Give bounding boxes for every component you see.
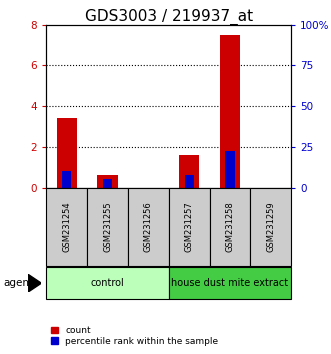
Text: GSM231255: GSM231255 <box>103 201 112 252</box>
Bar <box>225 151 235 188</box>
Legend: count, percentile rank within the sample: count, percentile rank within the sample <box>51 326 218 346</box>
Text: house dust mite extract: house dust mite extract <box>171 278 289 288</box>
Bar <box>128 188 169 266</box>
Bar <box>220 35 240 188</box>
Bar <box>87 188 128 266</box>
Bar <box>46 267 169 299</box>
Bar <box>210 188 251 266</box>
Text: GSM231254: GSM231254 <box>62 201 71 252</box>
Bar <box>169 188 210 266</box>
Bar <box>251 188 291 266</box>
Text: GSM231256: GSM231256 <box>144 201 153 252</box>
Text: GSM231258: GSM231258 <box>225 201 235 252</box>
Bar <box>97 176 118 188</box>
Bar <box>57 118 77 188</box>
Text: GSM231259: GSM231259 <box>266 201 275 252</box>
Bar <box>169 267 291 299</box>
Polygon shape <box>28 274 41 292</box>
Text: GSM231257: GSM231257 <box>185 201 194 252</box>
Bar <box>179 155 199 188</box>
Bar <box>46 188 87 266</box>
Text: control: control <box>91 278 124 288</box>
Text: agent: agent <box>3 278 33 288</box>
Bar <box>185 176 194 188</box>
Title: GDS3003 / 219937_at: GDS3003 / 219937_at <box>85 8 253 25</box>
Bar <box>103 179 112 188</box>
Bar <box>62 171 71 188</box>
